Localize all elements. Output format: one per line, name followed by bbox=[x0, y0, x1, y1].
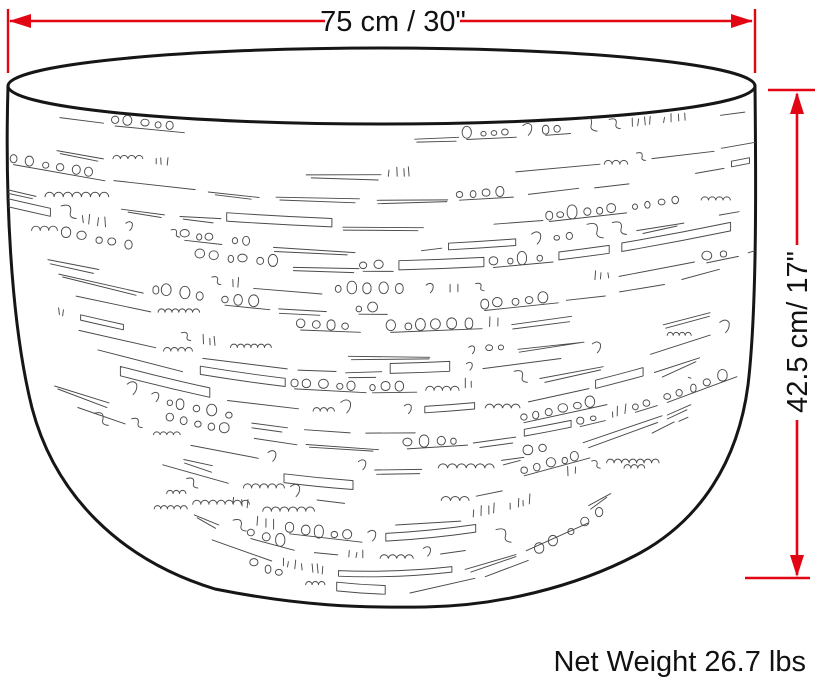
drum-table-drawing bbox=[5, 46, 758, 609]
width-dimension-label: 75 cm / 30" bbox=[320, 6, 466, 38]
hammered-texture-strokes bbox=[7, 111, 756, 595]
table-rim-ellipse bbox=[6, 46, 757, 126]
height-arrow-down-icon bbox=[790, 555, 804, 577]
height-arrow-up-icon bbox=[790, 92, 804, 114]
height-dimension bbox=[745, 88, 815, 580]
height-dimension-label: 42.5 cm/ 17" bbox=[782, 251, 814, 413]
hammered-texture bbox=[7, 111, 756, 595]
table-body-outline bbox=[5, 84, 758, 609]
width-dimension bbox=[6, 9, 757, 73]
width-arrow-left-icon bbox=[9, 14, 31, 28]
net-weight-label: Net Weight 26.7 lbs bbox=[553, 646, 806, 678]
width-arrow-right-icon bbox=[731, 14, 753, 28]
